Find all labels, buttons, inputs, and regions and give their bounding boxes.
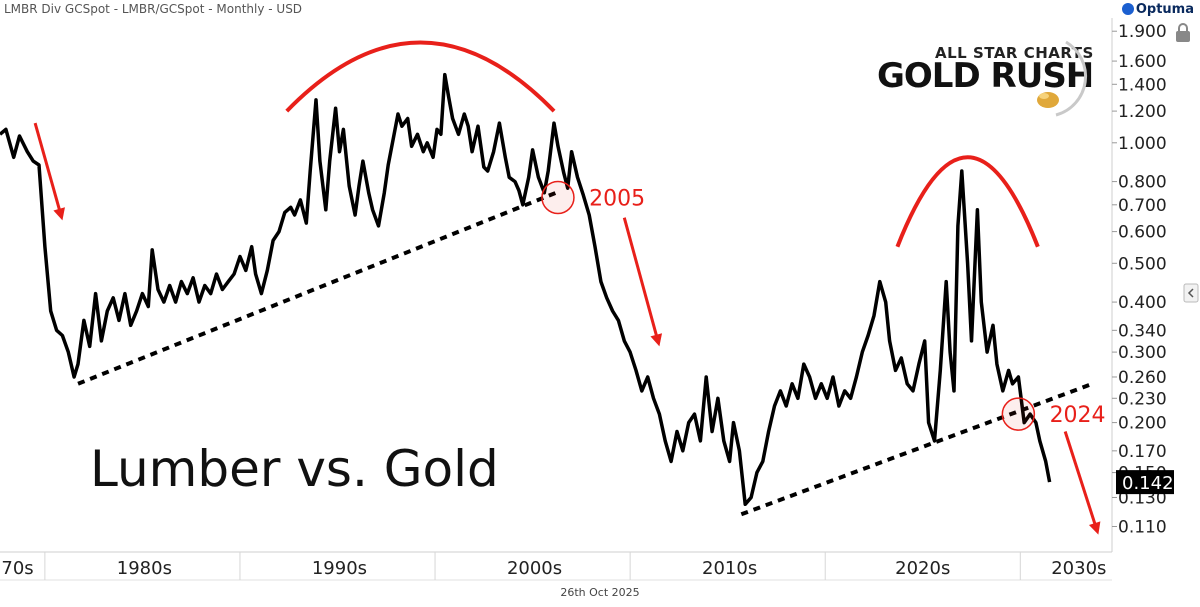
y-tick-label: 1.900 [1118,22,1167,42]
trendline-2 [740,381,1094,517]
y-tick-label: 0.260 [1118,368,1167,388]
chevron-left-icon[interactable] [1183,283,1199,303]
down-arrow-1 [33,122,65,221]
x-decade-label: 2000s [507,558,562,579]
optuma-brand-label: Optuma [1135,2,1194,17]
ratio-series-line [0,72,1052,507]
y-tick-label: 0.300 [1118,343,1167,363]
logo-main-text: GOLD RUSH [877,56,1094,96]
chart-header: LMBR Div GCSpot - LMBR/GCSpot - Monthly … [4,2,303,16]
optuma-brand[interactable]: Optuma [1121,2,1194,17]
x-decade-label: 2020s [895,558,950,579]
top-arc-2 [895,155,1040,248]
y-tick-label: 1.000 [1118,134,1167,154]
logo-top-text: ALL STAR CHARTS [935,44,1094,62]
optuma-logo-icon [1121,3,1134,15]
down-arrow-2 [622,217,663,347]
x-decade-label: 70s [1,558,33,579]
down-arrow-3 [1063,431,1101,535]
top-arc-1 [285,40,556,113]
y-tick-label: 0.600 [1118,223,1167,243]
y-tick-label: 0.800 [1118,173,1167,193]
chart-date: 26th Oct 2025 [560,586,640,599]
y-tick-label: 0.170 [1118,442,1167,462]
y-tick-label: 0.500 [1118,254,1167,274]
y-tick-label: 1.200 [1118,102,1167,122]
break-label-2005: 2005 [589,187,645,212]
y-tick-label: 0.400 [1118,293,1167,313]
lock-icon[interactable] [1176,23,1190,42]
break-circle-2005 [541,180,575,215]
x-decade-label: 2030s [1051,558,1106,579]
x-decade-label: 1990s [312,558,367,579]
break-label-2024: 2024 [1050,403,1106,428]
chart-title: Lumber vs. Gold [90,440,499,498]
y-tick-label: 0.200 [1118,414,1167,434]
break-circle-2024 [1001,397,1036,431]
x-decade-label: 1980s [117,558,172,579]
last-price-tag [1116,470,1174,495]
y-tick-label: 0.700 [1118,196,1167,216]
y-tick-label: 0.340 [1118,321,1167,341]
y-tick-label: 1.600 [1118,52,1167,72]
y-tick-label: 1.400 [1118,75,1167,95]
y-tick-label: 0.230 [1118,389,1167,409]
y-tick-label: 0.110 [1118,518,1167,538]
x-decade-label: 2010s [702,558,757,579]
gold-nugget-icon [1037,40,1088,117]
last-price-label: 0.142 [1122,473,1174,494]
